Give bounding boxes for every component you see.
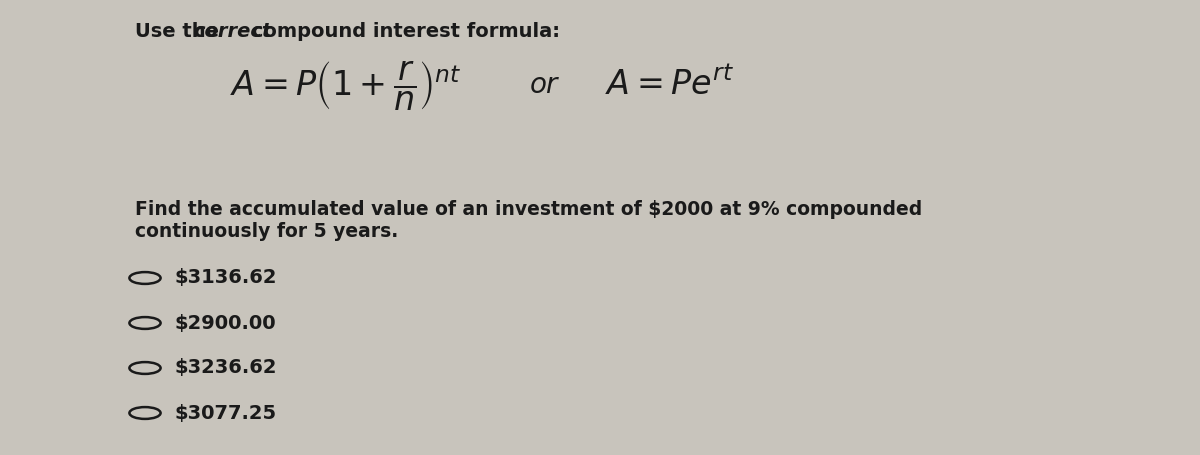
Text: $3077.25: $3077.25 [175, 404, 277, 423]
Text: or: or [530, 71, 558, 99]
Text: $A = P\left(1 + \dfrac{r}{n}\right)^{nt}$: $A = P\left(1 + \dfrac{r}{n}\right)^{nt}… [230, 59, 461, 111]
Text: $3236.62: $3236.62 [175, 359, 277, 378]
Text: Find the accumulated value of an investment of $2000 at 9% compounded: Find the accumulated value of an investm… [134, 200, 923, 219]
Text: correct: correct [193, 22, 271, 41]
Text: compound interest formula:: compound interest formula: [245, 22, 560, 41]
Text: $2900.00: $2900.00 [175, 313, 277, 333]
Text: continuously for 5 years.: continuously for 5 years. [134, 222, 398, 241]
Text: Use the: Use the [134, 22, 226, 41]
Text: $A = Pe^{rt}$: $A = Pe^{rt}$ [605, 68, 734, 102]
Text: $3136.62: $3136.62 [175, 268, 277, 288]
